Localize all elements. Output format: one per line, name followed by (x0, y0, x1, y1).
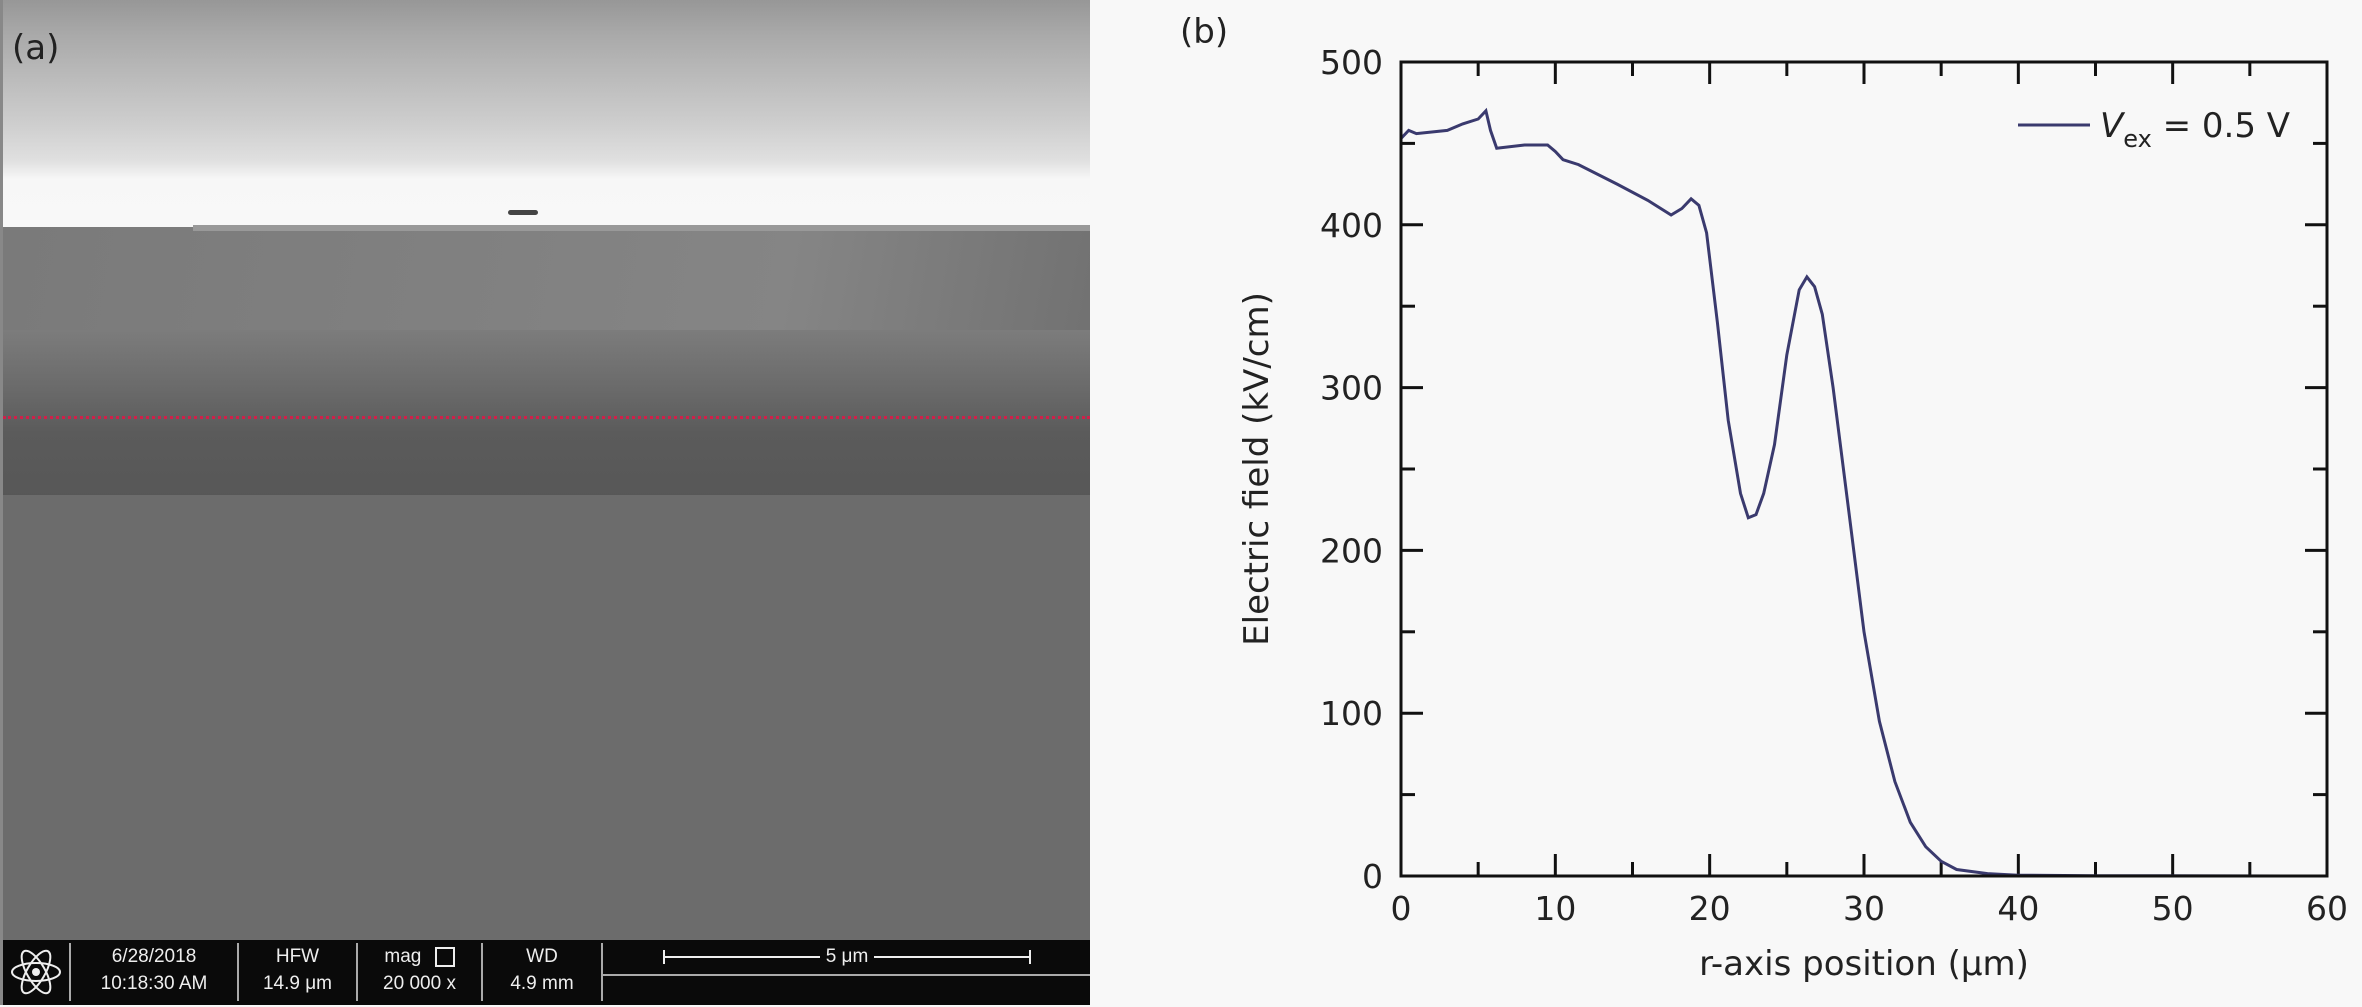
time-text: 10:18:30 AM (100, 973, 208, 994)
scale-bar-cell: 5 μm (603, 943, 1090, 1001)
x-tick-label: 50 (2152, 889, 2194, 928)
y-tick-label: 400 (1320, 206, 1383, 245)
atom-icon (3, 943, 71, 1001)
x-tick-label: 60 (2306, 889, 2348, 928)
x-tick-label: 40 (1997, 889, 2039, 928)
legend-label: Vex = 0.5 V (2100, 106, 2290, 153)
legend: Vex = 0.5 V (2018, 106, 2290, 153)
wd-label: WD (526, 946, 558, 967)
x-tick-label: 30 (1843, 889, 1885, 928)
sem-particle (508, 210, 538, 215)
hfw-value: 14.9 μm (262, 973, 333, 994)
mag-value: 20 000 x (383, 973, 456, 994)
hfw-cell: HFW 14.9 μm (239, 943, 358, 1001)
panel-b-label: (b) (1180, 12, 1229, 52)
hfw-label: HFW (275, 946, 320, 967)
datetime-cell: 6/28/2018 10:18:30 AM (71, 943, 239, 1001)
x-axis-title: r-axis position (μm) (1699, 944, 2029, 984)
x-tick-label: 10 (1534, 889, 1576, 928)
mag-label: mag (384, 946, 422, 967)
x-tick-label: 0 (1391, 889, 1412, 928)
y-tick-label: 300 (1320, 369, 1383, 408)
wd-cell: WD 4.9 mm (483, 943, 603, 1001)
scale-bar-label: 5 μm (819, 946, 875, 967)
wd-value: 4.9 mm (510, 973, 574, 994)
y-tick-label: 0 (1362, 857, 1383, 896)
sem-image: 6/28/2018 10:18:30 AM HFW 14.9 μm mag 20… (0, 0, 1090, 1005)
line-scan-marker (3, 416, 1090, 419)
sem-background-top (3, 0, 1090, 230)
y-tick-label: 500 (1320, 43, 1383, 82)
series-line (1399, 107, 2328, 878)
date-text: 6/28/2018 (111, 946, 197, 967)
square-icon (434, 946, 455, 967)
sem-dark-layer (3, 330, 1090, 500)
sem-info-bar: 6/28/2018 10:18:30 AM HFW 14.9 μm mag 20… (3, 940, 1090, 1005)
plot-frame (1399, 60, 2329, 878)
sem-substrate (3, 495, 1090, 940)
y-tick-label: 200 (1320, 531, 1383, 570)
sem-surface-edge (193, 225, 1090, 231)
y-axis-title: Electric field (kV/cm) (1237, 292, 1277, 646)
x-tick-label: 20 (1689, 889, 1731, 928)
mag-cell: mag 20 000 x (358, 943, 483, 1001)
y-tick-label: 100 (1320, 694, 1383, 733)
panel-a-label: (a) (12, 28, 60, 68)
scale-bar: 5 μm (603, 943, 1090, 970)
